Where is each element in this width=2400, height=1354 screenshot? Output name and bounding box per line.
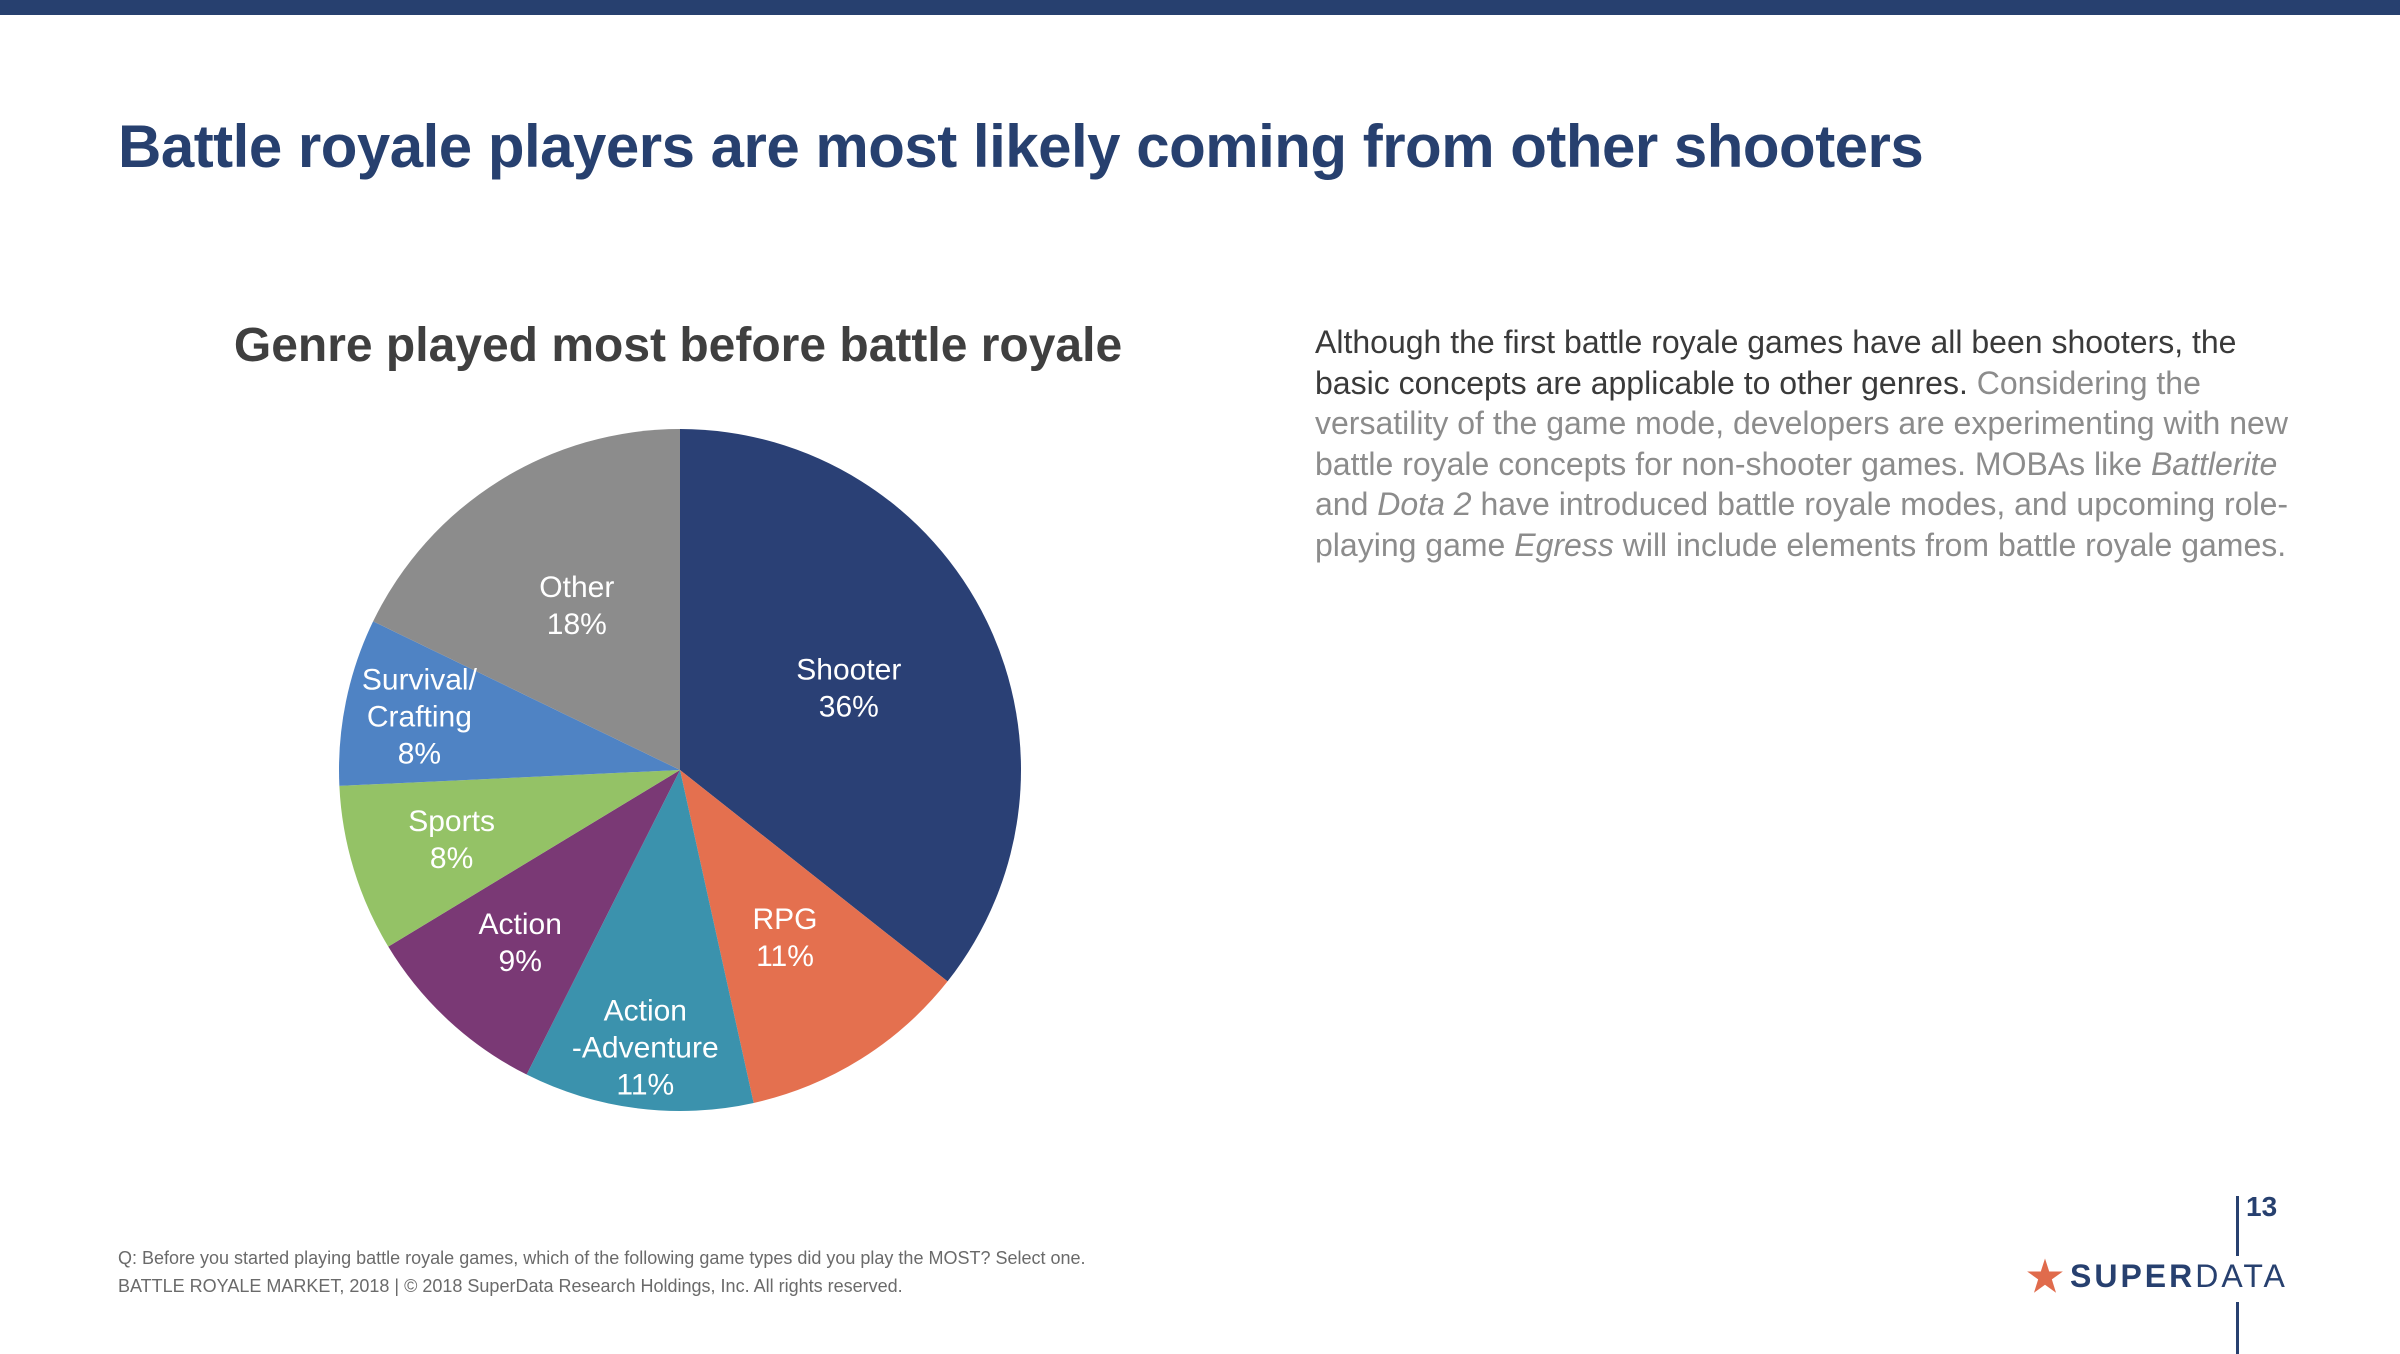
pie-slice-action <box>388 770 680 1075</box>
game-name-battlerite: Battlerite <box>2150 445 2278 482</box>
footnote: Q: Before you started playing battle roy… <box>118 1244 1086 1300</box>
pie-slice-action-adventure <box>526 770 754 1111</box>
copyright-source: BATTLE ROYALE MARKET, 2018 | © 2018 Supe… <box>118 1276 903 1296</box>
star-icon <box>2027 1258 2063 1293</box>
commentary-part-4: will include elements from battle royale… <box>1613 526 2287 563</box>
logo-word-data: DATA <box>2195 1257 2288 1294</box>
pie-label-shooter: Shooter 36% <box>796 654 901 724</box>
pie-label-rpg: RPG 11% <box>752 903 817 973</box>
pie-label-action-adventure: Action -Adventure 11% <box>572 995 719 1102</box>
top-accent-bar <box>0 0 2400 15</box>
commentary-part-1: Considering the versatility of the game … <box>1315 364 2288 482</box>
pie-label-sports: Sports 8% <box>408 805 495 875</box>
slide-title: Battle royale players are most likely co… <box>118 113 1924 180</box>
page-number: 13 <box>2246 1191 2278 1222</box>
commentary-lead: Although the first battle royale games h… <box>1315 324 2237 401</box>
chart-title: Genre played most before battle royale <box>233 319 1123 372</box>
commentary-part-2: and <box>1315 486 1378 522</box>
survey-question: Q: Before you started playing battle roy… <box>118 1248 1086 1268</box>
pie-slice-sports <box>339 770 680 947</box>
page-number-divider-bottom <box>2236 1302 2239 1354</box>
page-number-divider-top <box>2236 1196 2239 1256</box>
commentary-text: Although the first battle royale games h… <box>1315 322 2315 565</box>
pie-label-action: Action 9% <box>479 908 562 978</box>
pie-slice-other <box>373 429 680 770</box>
logo-word-super: SUPER <box>2070 1257 2196 1294</box>
game-name-dota2: Dota 2 <box>1377 486 1472 522</box>
pie-slice-shooter <box>680 429 1022 982</box>
pie-slice-rpg <box>680 770 948 1103</box>
pie-label-other: Other 18% <box>539 571 614 641</box>
commentary-part-3: have introduced battle royale modes, and… <box>1315 486 2289 563</box>
superdata-logo: SUPERDATA <box>2026 1256 2288 1296</box>
pie-slice-survival-crafting <box>338 621 680 786</box>
game-name-egress: Egress <box>1514 526 1614 563</box>
pie-label-survival-crafting: Survival/Crafting 8% <box>362 664 478 771</box>
genre-pie-chart: Shooter 36% RPG 11% Action -Adventure 11%Actio… <box>338 429 1022 1111</box>
logo-wordmark: SUPERDATA <box>2070 1258 2288 1295</box>
